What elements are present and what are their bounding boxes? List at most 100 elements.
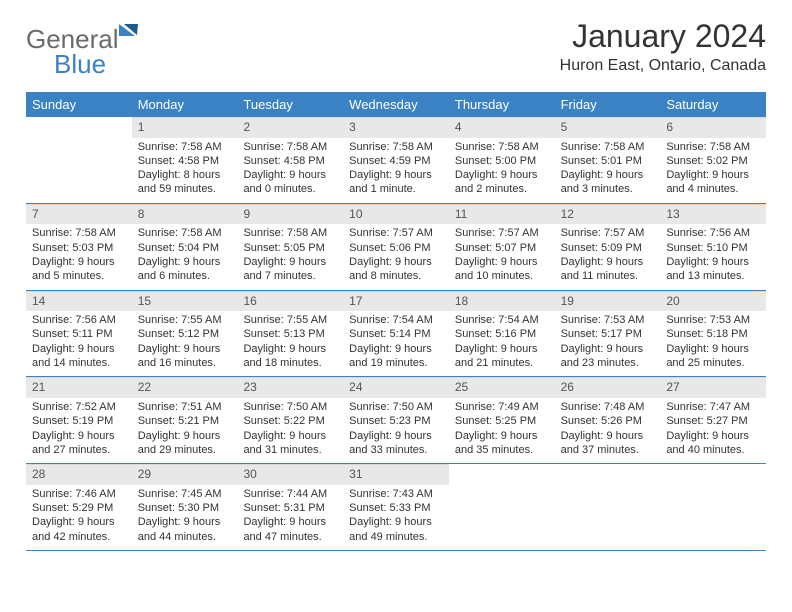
day-cell: 12Sunrise: 7:57 AMSunset: 5:09 PMDayligh…: [555, 204, 661, 290]
day-body: Sunrise: 7:48 AMSunset: 5:26 PMDaylight:…: [555, 398, 661, 463]
day-number: 18: [449, 291, 555, 312]
day-number: 27: [660, 377, 766, 398]
day-header-sat: Saturday: [660, 92, 766, 117]
daylight-text: Daylight: 9 hours and 2 minutes.: [455, 168, 549, 197]
sunset-text: Sunset: 5:09 PM: [561, 241, 655, 255]
sunrise-text: Sunrise: 7:46 AM: [32, 487, 126, 501]
page-title: January 2024: [560, 18, 766, 55]
day-cell: 3Sunrise: 7:58 AMSunset: 4:59 PMDaylight…: [343, 117, 449, 203]
sunset-text: Sunset: 5:04 PM: [138, 241, 232, 255]
day-number: 25: [449, 377, 555, 398]
day-cell: 21Sunrise: 7:52 AMSunset: 5:19 PMDayligh…: [26, 377, 132, 463]
sunrise-text: Sunrise: 7:43 AM: [349, 487, 443, 501]
sunset-text: Sunset: 5:10 PM: [666, 241, 760, 255]
sunset-text: Sunset: 5:03 PM: [32, 241, 126, 255]
sunset-text: Sunset: 5:33 PM: [349, 501, 443, 515]
day-cell: 16Sunrise: 7:55 AMSunset: 5:13 PMDayligh…: [237, 291, 343, 377]
daylight-text: Daylight: 9 hours and 19 minutes.: [349, 342, 443, 371]
day-number: [26, 117, 132, 121]
day-number: 1: [132, 117, 238, 138]
sunrise-text: Sunrise: 7:54 AM: [349, 313, 443, 327]
week-row: 14Sunrise: 7:56 AMSunset: 5:11 PMDayligh…: [26, 291, 766, 378]
day-number: 16: [237, 291, 343, 312]
day-header-wed: Wednesday: [343, 92, 449, 117]
day-number: 26: [555, 377, 661, 398]
sunrise-text: Sunrise: 7:50 AM: [349, 400, 443, 414]
sunrise-text: Sunrise: 7:58 AM: [349, 140, 443, 154]
day-number: 4: [449, 117, 555, 138]
day-cell: 29Sunrise: 7:45 AMSunset: 5:30 PMDayligh…: [132, 464, 238, 550]
day-body: Sunrise: 7:58 AMSunset: 5:01 PMDaylight:…: [555, 138, 661, 203]
sunrise-text: Sunrise: 7:57 AM: [349, 226, 443, 240]
day-number: 13: [660, 204, 766, 225]
daylight-text: Daylight: 8 hours and 59 minutes.: [138, 168, 232, 197]
day-cell: 18Sunrise: 7:54 AMSunset: 5:16 PMDayligh…: [449, 291, 555, 377]
day-body: Sunrise: 7:57 AMSunset: 5:06 PMDaylight:…: [343, 224, 449, 289]
day-number: 31: [343, 464, 449, 485]
day-number: 28: [26, 464, 132, 485]
daylight-text: Daylight: 9 hours and 1 minute.: [349, 168, 443, 197]
sunset-text: Sunset: 5:06 PM: [349, 241, 443, 255]
sunrise-text: Sunrise: 7:58 AM: [561, 140, 655, 154]
sunset-text: Sunset: 5:17 PM: [561, 327, 655, 341]
sunset-text: Sunset: 5:27 PM: [666, 414, 760, 428]
daylight-text: Daylight: 9 hours and 35 minutes.: [455, 429, 549, 458]
sunrise-text: Sunrise: 7:58 AM: [243, 226, 337, 240]
daylight-text: Daylight: 9 hours and 18 minutes.: [243, 342, 337, 371]
daylight-text: Daylight: 9 hours and 47 minutes.: [243, 515, 337, 544]
day-number: 23: [237, 377, 343, 398]
sunset-text: Sunset: 4:58 PM: [138, 154, 232, 168]
day-cell: [555, 464, 661, 550]
day-number: 11: [449, 204, 555, 225]
daylight-text: Daylight: 9 hours and 7 minutes.: [243, 255, 337, 284]
day-number: 5: [555, 117, 661, 138]
sunrise-text: Sunrise: 7:50 AM: [243, 400, 337, 414]
sunset-text: Sunset: 4:58 PM: [243, 154, 337, 168]
sunset-text: Sunset: 5:19 PM: [32, 414, 126, 428]
sunrise-text: Sunrise: 7:55 AM: [138, 313, 232, 327]
day-cell: 19Sunrise: 7:53 AMSunset: 5:17 PMDayligh…: [555, 291, 661, 377]
day-number: 10: [343, 204, 449, 225]
day-number: 29: [132, 464, 238, 485]
header: GeneralBlue January 2024 Huron East, Ont…: [26, 18, 766, 80]
day-number: 14: [26, 291, 132, 312]
daylight-text: Daylight: 9 hours and 29 minutes.: [138, 429, 232, 458]
sunset-text: Sunset: 5:13 PM: [243, 327, 337, 341]
day-cell: 31Sunrise: 7:43 AMSunset: 5:33 PMDayligh…: [343, 464, 449, 550]
sunrise-text: Sunrise: 7:47 AM: [666, 400, 760, 414]
day-cell: [449, 464, 555, 550]
day-body: Sunrise: 7:54 AMSunset: 5:16 PMDaylight:…: [449, 311, 555, 376]
day-body: Sunrise: 7:55 AMSunset: 5:12 PMDaylight:…: [132, 311, 238, 376]
sunrise-text: Sunrise: 7:53 AM: [666, 313, 760, 327]
day-number: 15: [132, 291, 238, 312]
day-body: Sunrise: 7:58 AMSunset: 5:03 PMDaylight:…: [26, 224, 132, 289]
day-number: 9: [237, 204, 343, 225]
day-number: 6: [660, 117, 766, 138]
day-cell: 4Sunrise: 7:58 AMSunset: 5:00 PMDaylight…: [449, 117, 555, 203]
day-cell: 9Sunrise: 7:58 AMSunset: 5:05 PMDaylight…: [237, 204, 343, 290]
day-number: 8: [132, 204, 238, 225]
sunrise-text: Sunrise: 7:56 AM: [32, 313, 126, 327]
day-cell: 6Sunrise: 7:58 AMSunset: 5:02 PMDaylight…: [660, 117, 766, 203]
day-body: Sunrise: 7:46 AMSunset: 5:29 PMDaylight:…: [26, 485, 132, 550]
sunrise-text: Sunrise: 7:58 AM: [32, 226, 126, 240]
sunrise-text: Sunrise: 7:58 AM: [243, 140, 337, 154]
day-body: Sunrise: 7:58 AMSunset: 5:00 PMDaylight:…: [449, 138, 555, 203]
daylight-text: Daylight: 9 hours and 14 minutes.: [32, 342, 126, 371]
day-cell: [660, 464, 766, 550]
daylight-text: Daylight: 9 hours and 0 minutes.: [243, 168, 337, 197]
day-number: 2: [237, 117, 343, 138]
day-body: Sunrise: 7:50 AMSunset: 5:23 PMDaylight:…: [343, 398, 449, 463]
day-number: [660, 464, 766, 468]
day-cell: 8Sunrise: 7:58 AMSunset: 5:04 PMDaylight…: [132, 204, 238, 290]
daylight-text: Daylight: 9 hours and 21 minutes.: [455, 342, 549, 371]
daylight-text: Daylight: 9 hours and 8 minutes.: [349, 255, 443, 284]
day-body: Sunrise: 7:49 AMSunset: 5:25 PMDaylight:…: [449, 398, 555, 463]
daylight-text: Daylight: 9 hours and 23 minutes.: [561, 342, 655, 371]
day-number: 21: [26, 377, 132, 398]
weeks-container: 1Sunrise: 7:58 AMSunset: 4:58 PMDaylight…: [26, 117, 766, 551]
sunset-text: Sunset: 5:30 PM: [138, 501, 232, 515]
day-cell: 15Sunrise: 7:55 AMSunset: 5:12 PMDayligh…: [132, 291, 238, 377]
sunrise-text: Sunrise: 7:52 AM: [32, 400, 126, 414]
sunrise-text: Sunrise: 7:55 AM: [243, 313, 337, 327]
